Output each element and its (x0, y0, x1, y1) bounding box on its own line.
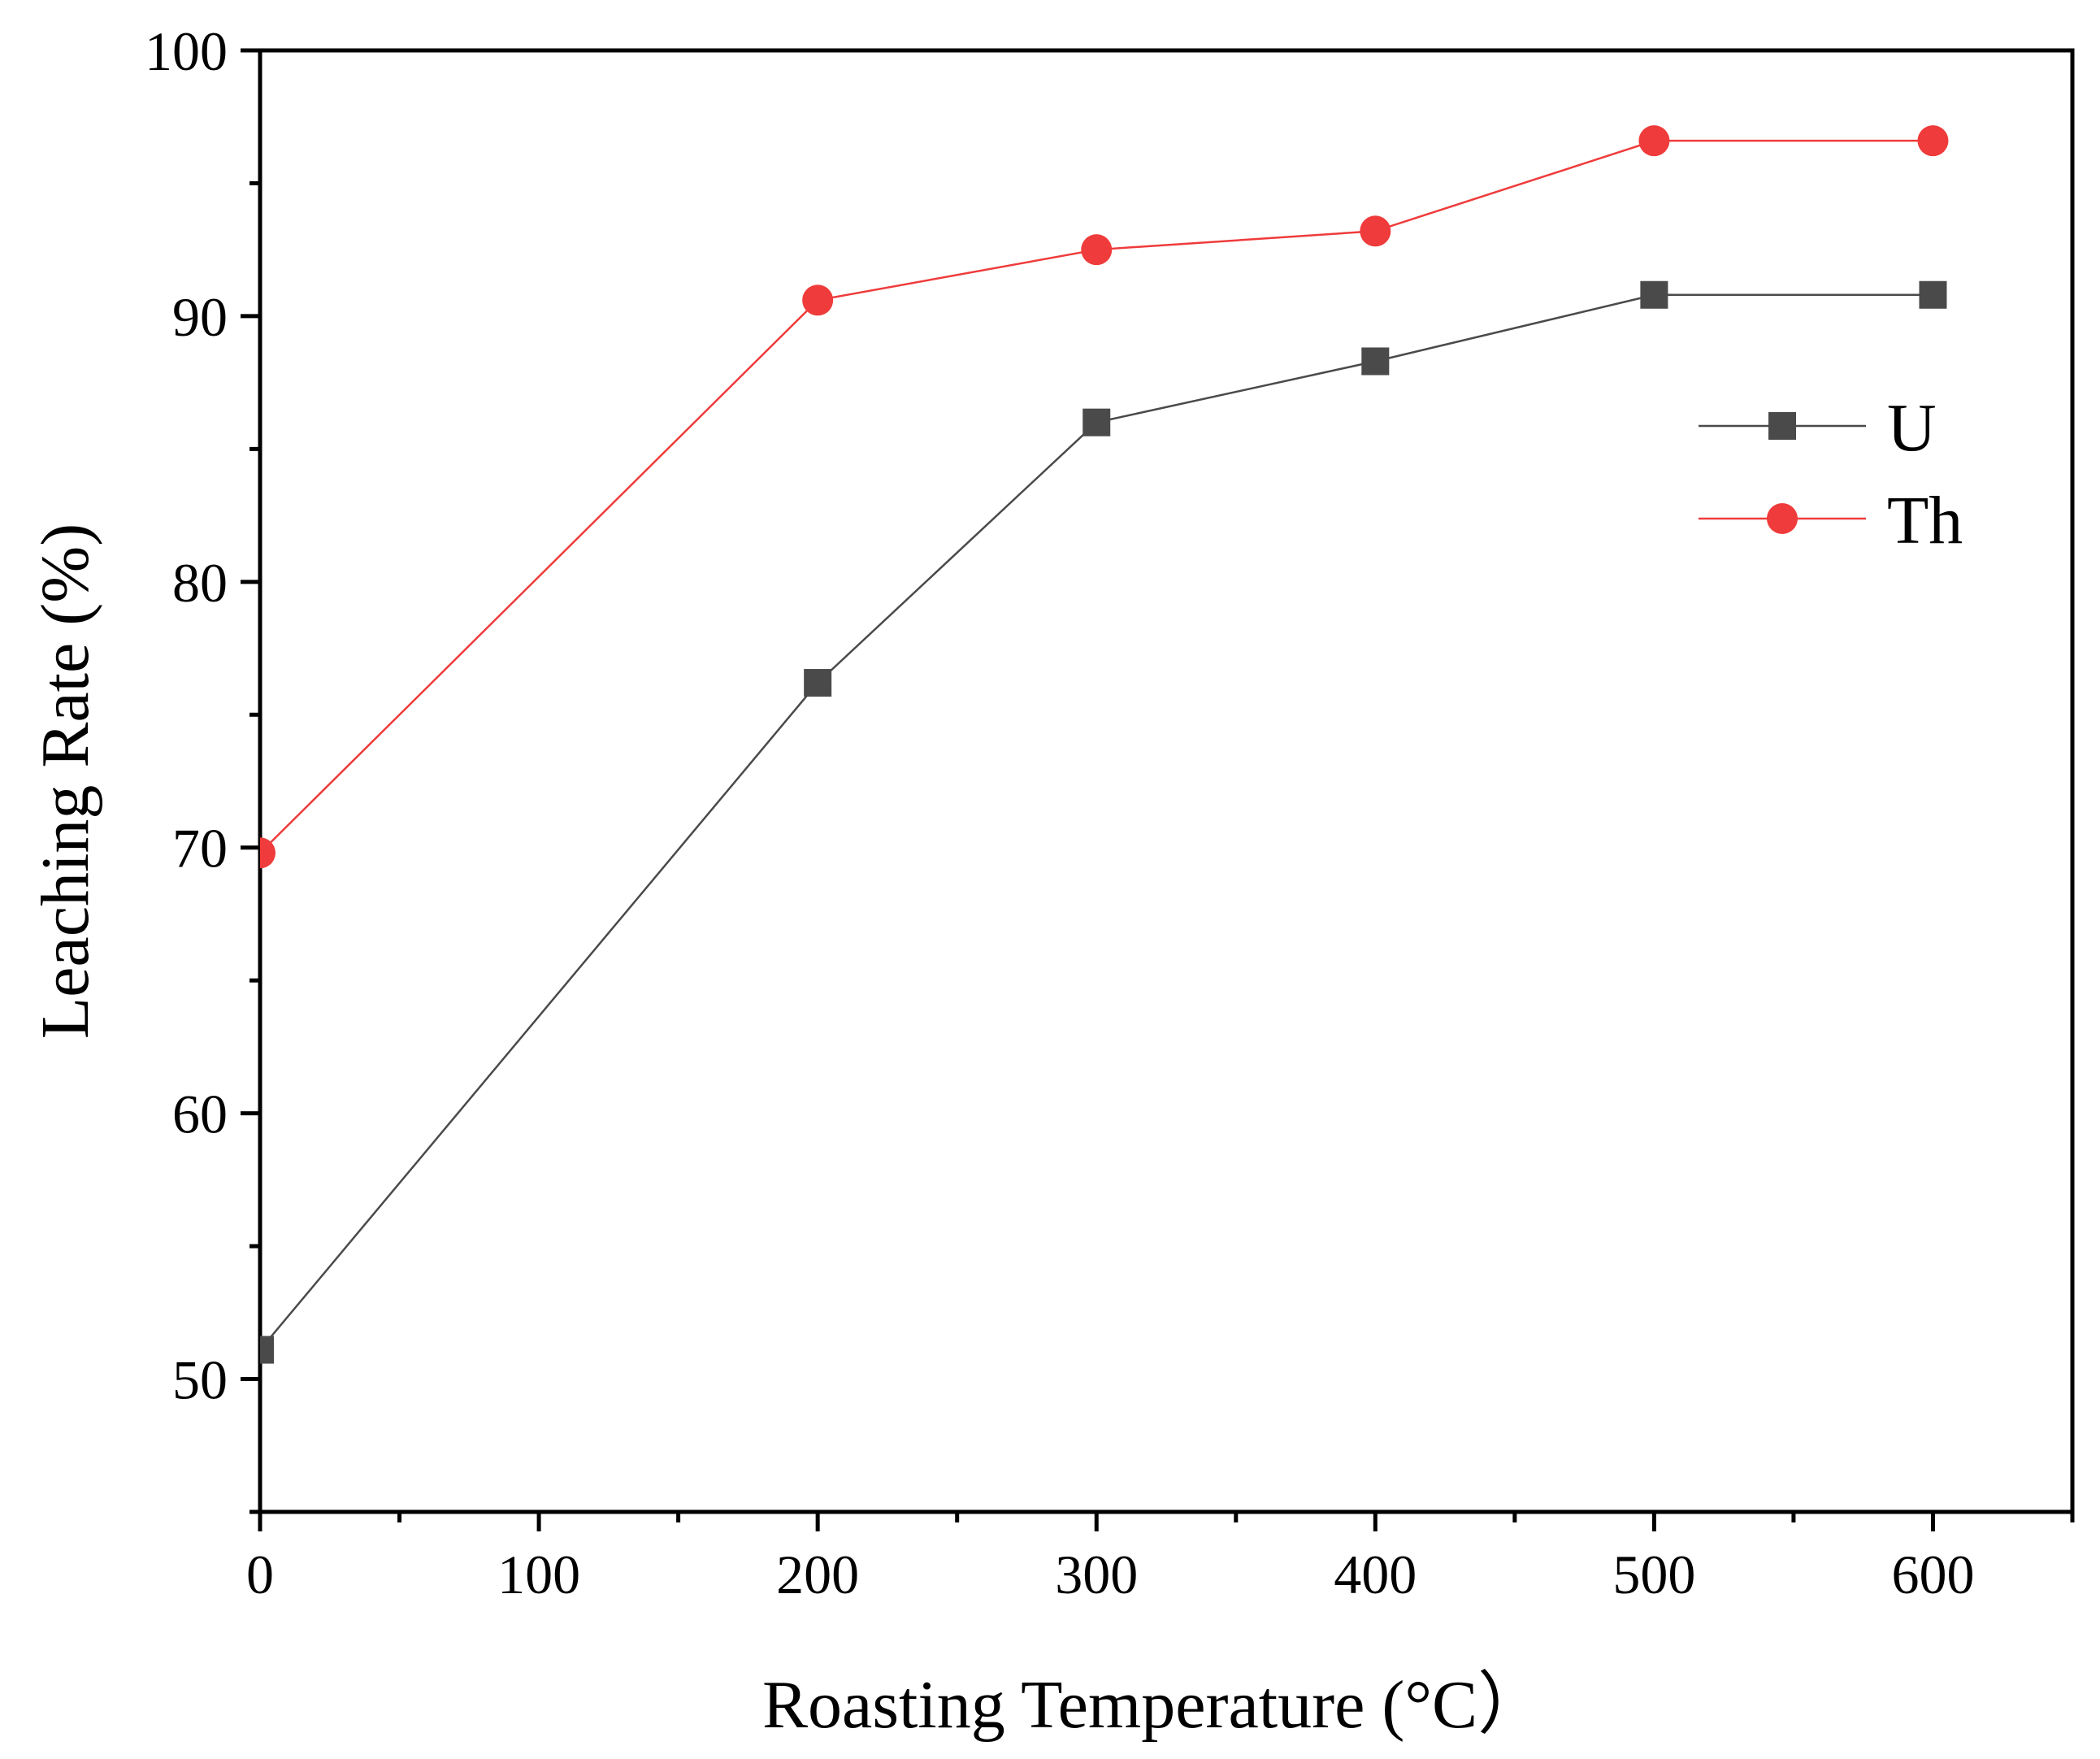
x-axis-title: Roasting Temperature (°C） (762, 1667, 1546, 1743)
x-tick-label: 0 (246, 1544, 274, 1605)
series-layer (260, 125, 1949, 1364)
series-point-th (1917, 125, 1949, 157)
y-tick-label: 90 (172, 286, 228, 348)
plot-area (260, 125, 1949, 1364)
x-tick-label: 200 (776, 1544, 859, 1605)
series-point-u (260, 1336, 274, 1364)
y-axis-ticks: 50 60 70 80 90 100 (145, 20, 260, 1514)
legend-marker-square (1768, 412, 1796, 440)
x-tick-label: 600 (1891, 1544, 1974, 1605)
series-point-u (804, 669, 832, 697)
y-tick-label: 100 (145, 20, 228, 82)
series-point-th (260, 837, 276, 869)
series-point-th (1638, 125, 1670, 157)
series-point-u (1919, 280, 1947, 309)
series-point-th (1081, 234, 1113, 266)
legend-marker-circle (1767, 503, 1798, 534)
series-point-th (1360, 215, 1391, 247)
legend-item-th: Th (1699, 483, 1963, 558)
series-line-th (260, 139, 1933, 854)
x-tick-label: 500 (1612, 1544, 1695, 1605)
plot-frame (258, 48, 2075, 1514)
x-tick-label: 100 (497, 1544, 580, 1605)
series-point-u (1640, 280, 1668, 309)
y-tick-label: 60 (172, 1084, 228, 1145)
series-line-u (260, 293, 1933, 1351)
y-tick-label: 50 (172, 1349, 228, 1411)
series-point-u (1083, 408, 1111, 436)
legend-item-u: U (1699, 390, 1937, 466)
legend: U Th (1699, 390, 1963, 558)
x-axis-ticks: 0 100 200 300 400 500 600 (246, 1512, 2075, 1605)
legend-label: U (1887, 390, 1937, 466)
series-point-u (1361, 347, 1390, 376)
legend-label: Th (1887, 483, 1963, 558)
x-tick-label: 300 (1055, 1544, 1138, 1605)
y-axis-title: Leaching Rate (%) (28, 523, 103, 1039)
y-tick-label: 80 (172, 552, 228, 614)
x-tick-label: 400 (1334, 1544, 1417, 1605)
y-tick-label: 70 (172, 818, 228, 880)
series-point-th (802, 284, 834, 316)
